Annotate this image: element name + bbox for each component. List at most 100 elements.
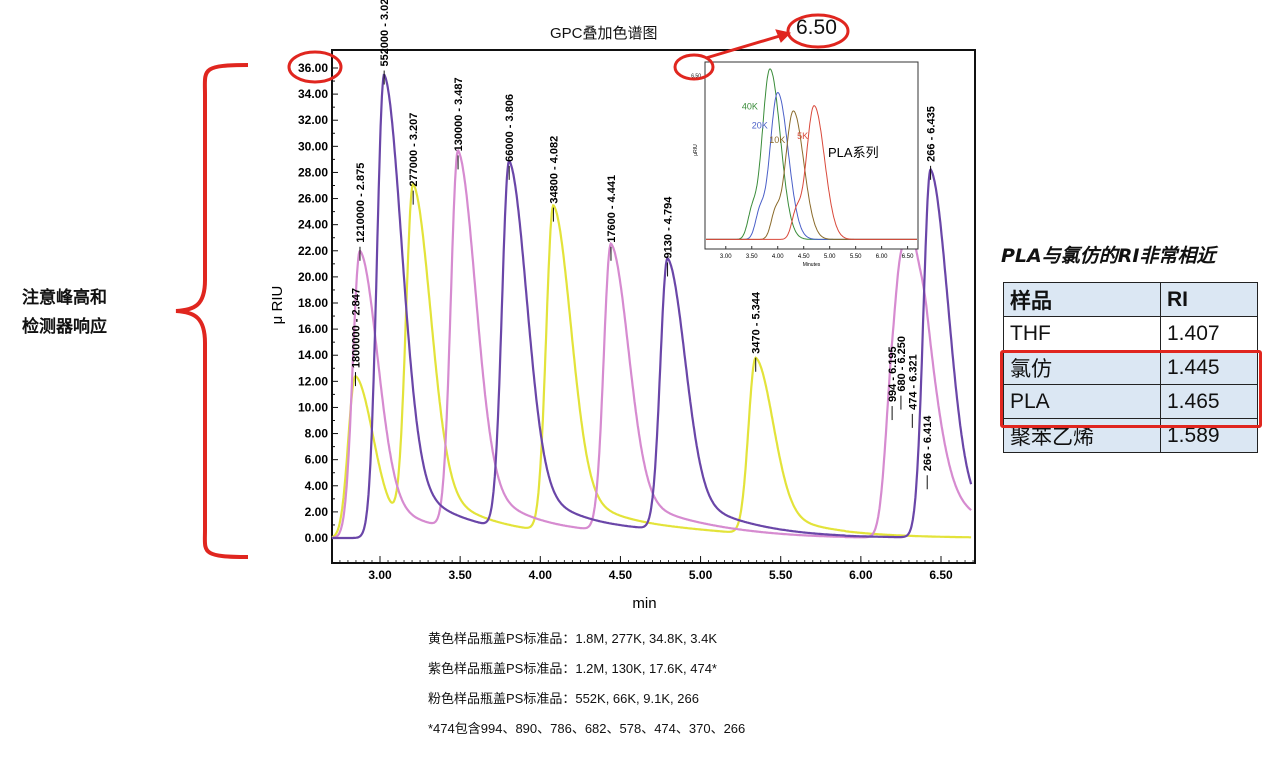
chart-title: GPC叠加色谱图 [550,25,658,42]
note-purple: 紫色样品瓶盖PS标准品：1.2M, 130K, 17.6K, 474* [428,661,717,676]
cell-ri: 1.445 [1160,350,1258,385]
highlight-ellipse-ytop [287,50,343,84]
x-tick-label: 6.00 [849,568,873,582]
inset-x-tick-label: 6.00 [876,254,888,260]
x-tick-label: 4.50 [609,568,633,582]
inset-x-tick-label: 4.00 [772,254,784,260]
highlight-ellipse-callout [786,13,850,49]
y-tick-label: 32.00 [298,113,328,127]
cell-ri: 1.407 [1160,316,1258,351]
notes-block: 黄色样品瓶盖PS标准品：1.8M, 277K, 34.8K, 3.4K 紫色样品… [428,624,745,744]
x-tick-label: 3.50 [448,568,472,582]
y-tick-label: 0.00 [305,531,329,545]
plot-frame [331,49,976,564]
ri-table-title: PLA与氯仿的RI非常相近 [1001,245,1216,267]
table-row: 聚苯乙烯 1.589 [1003,418,1258,453]
inset-x-tick-label: 6.50 [902,254,914,260]
y-tick-label: 4.00 [305,479,329,493]
inset-x-tick-label: 5.00 [824,254,836,260]
note-pink: 粉色样品瓶盖PS标准品：552K, 66K, 9.1K, 266 [428,691,699,706]
x-tick-label: 5.00 [689,568,713,582]
y-tick-label: 2.00 [305,505,329,519]
peak-label: 266 - 6.435 [926,106,938,162]
peak-label: 266 - 6.414 [922,415,934,472]
inset-series-label: 40K [742,102,758,112]
y-tick-label: 8.00 [305,427,329,441]
inset-x-tick-label: 5.50 [850,254,862,260]
peak-label: 34800 - 4.082 [548,136,560,204]
x-tick-label: 4.00 [529,568,553,582]
series-line-2 [331,73,973,540]
y-tick-label: 22.00 [298,244,328,258]
y-tick-label: 18.00 [298,296,328,310]
table-row: PLA 1.465 [1003,384,1258,419]
peak-label: 17600 - 4.441 [606,175,618,243]
side-note-line: 检测器响应 [22,317,107,337]
peak-label: 277000 - 3.207 [408,113,420,187]
y-tick-label: 26.00 [298,192,328,206]
header-ri: RI [1160,282,1258,317]
y-tick-label: 10.00 [298,400,328,414]
curly-brace [175,63,249,559]
x-tick-label: 5.50 [769,568,793,582]
series-line-0 [331,182,972,539]
cell-sample: THF [1003,316,1161,351]
table-row: THF 1.407 [1003,316,1258,351]
note-yellow: 黄色样品瓶盖PS标准品：1.8M, 277K, 34.8K, 3.4K [428,631,717,646]
inset-x-tick-label: 4.50 [798,254,810,260]
x-axis-label: min [632,595,656,612]
inset-frame [704,61,919,250]
x-tick-label: 6.50 [929,568,953,582]
y-tick-label: 16.00 [298,322,328,336]
x-tick-label: 3.00 [368,568,392,582]
side-note: 注意峰高和 检测器响应 [22,284,107,342]
y-tick-label: 28.00 [298,165,328,179]
y-axis-label: μ RIU [269,286,286,325]
peak-label: 130000 - 3.487 [453,77,465,151]
y-tick-label: 34.00 [298,87,328,101]
inset-series-line-3 [706,105,917,240]
inset-y-tick-label: 6.50 [691,73,701,79]
cell-ri: 1.465 [1160,384,1258,419]
ri-table: 样品 RI THF 1.407 氯仿 1.445 PLA 1.465 聚苯乙烯 … [1003,282,1258,453]
cell-ri: 1.589 [1160,418,1258,453]
table-row: 氯仿 1.445 [1003,350,1258,385]
inset-x-tick-label: 3.00 [720,254,732,260]
peak-label: 680 - 6.250 [896,336,908,392]
peak-label: 994 - 6.195 [887,346,899,402]
peak-label: 1210000 - 2.875 [355,163,367,243]
inset-series-label: 10K [769,135,785,145]
y-tick-label: 14.00 [298,348,328,362]
inset-title: PLA系列 [828,145,879,160]
inset-x-axis-label: Minutes [803,262,821,268]
highlight-box [1000,350,1262,428]
ri-table-header: 样品 RI [1003,282,1258,317]
inset-chart: 3.00 3.50 4.00 4.50 5.00 5.50 6.00 6.50 Minutes 6… [691,61,919,268]
callout-value: 6.50 [796,16,837,39]
y-tick-label: 30.00 [298,139,328,153]
peak-label: 3470 - 5.344 [751,291,763,354]
y-tick-label: 20.00 [298,270,328,284]
inset-series-label: 5K [797,131,808,141]
callout-arrowhead [775,29,792,43]
highlight-ellipse-inset [673,53,715,81]
cell-sample: 氯仿 [1003,350,1161,385]
inset-y-axis-label: μRIU [693,144,699,156]
side-note-line: 注意峰高和 [22,288,107,308]
peak-label: 552000 - 3.026 [379,0,391,67]
header-sample: 样品 [1003,282,1161,317]
peak-label: 474 - 6.321 [907,354,919,410]
peak-label: 1800000 - 2.847 [350,288,362,368]
y-tick-label: 36.00 [298,61,328,75]
cell-sample: PLA [1003,384,1161,419]
callout-arrow-line [705,33,784,60]
y-tick-label: 12.00 [298,374,328,388]
peak-label: 9130 - 4.794 [663,196,675,259]
inset-series-label: 20K [752,120,768,130]
y-tick-label: 24.00 [298,218,328,232]
y-tick-label: 6.00 [305,453,329,467]
note-footnote: *474包含994、890、786、682、578、474、370、266 [428,721,746,736]
peak-label: 66000 - 3.806 [504,94,516,162]
inset-x-tick-label: 3.50 [746,254,758,260]
